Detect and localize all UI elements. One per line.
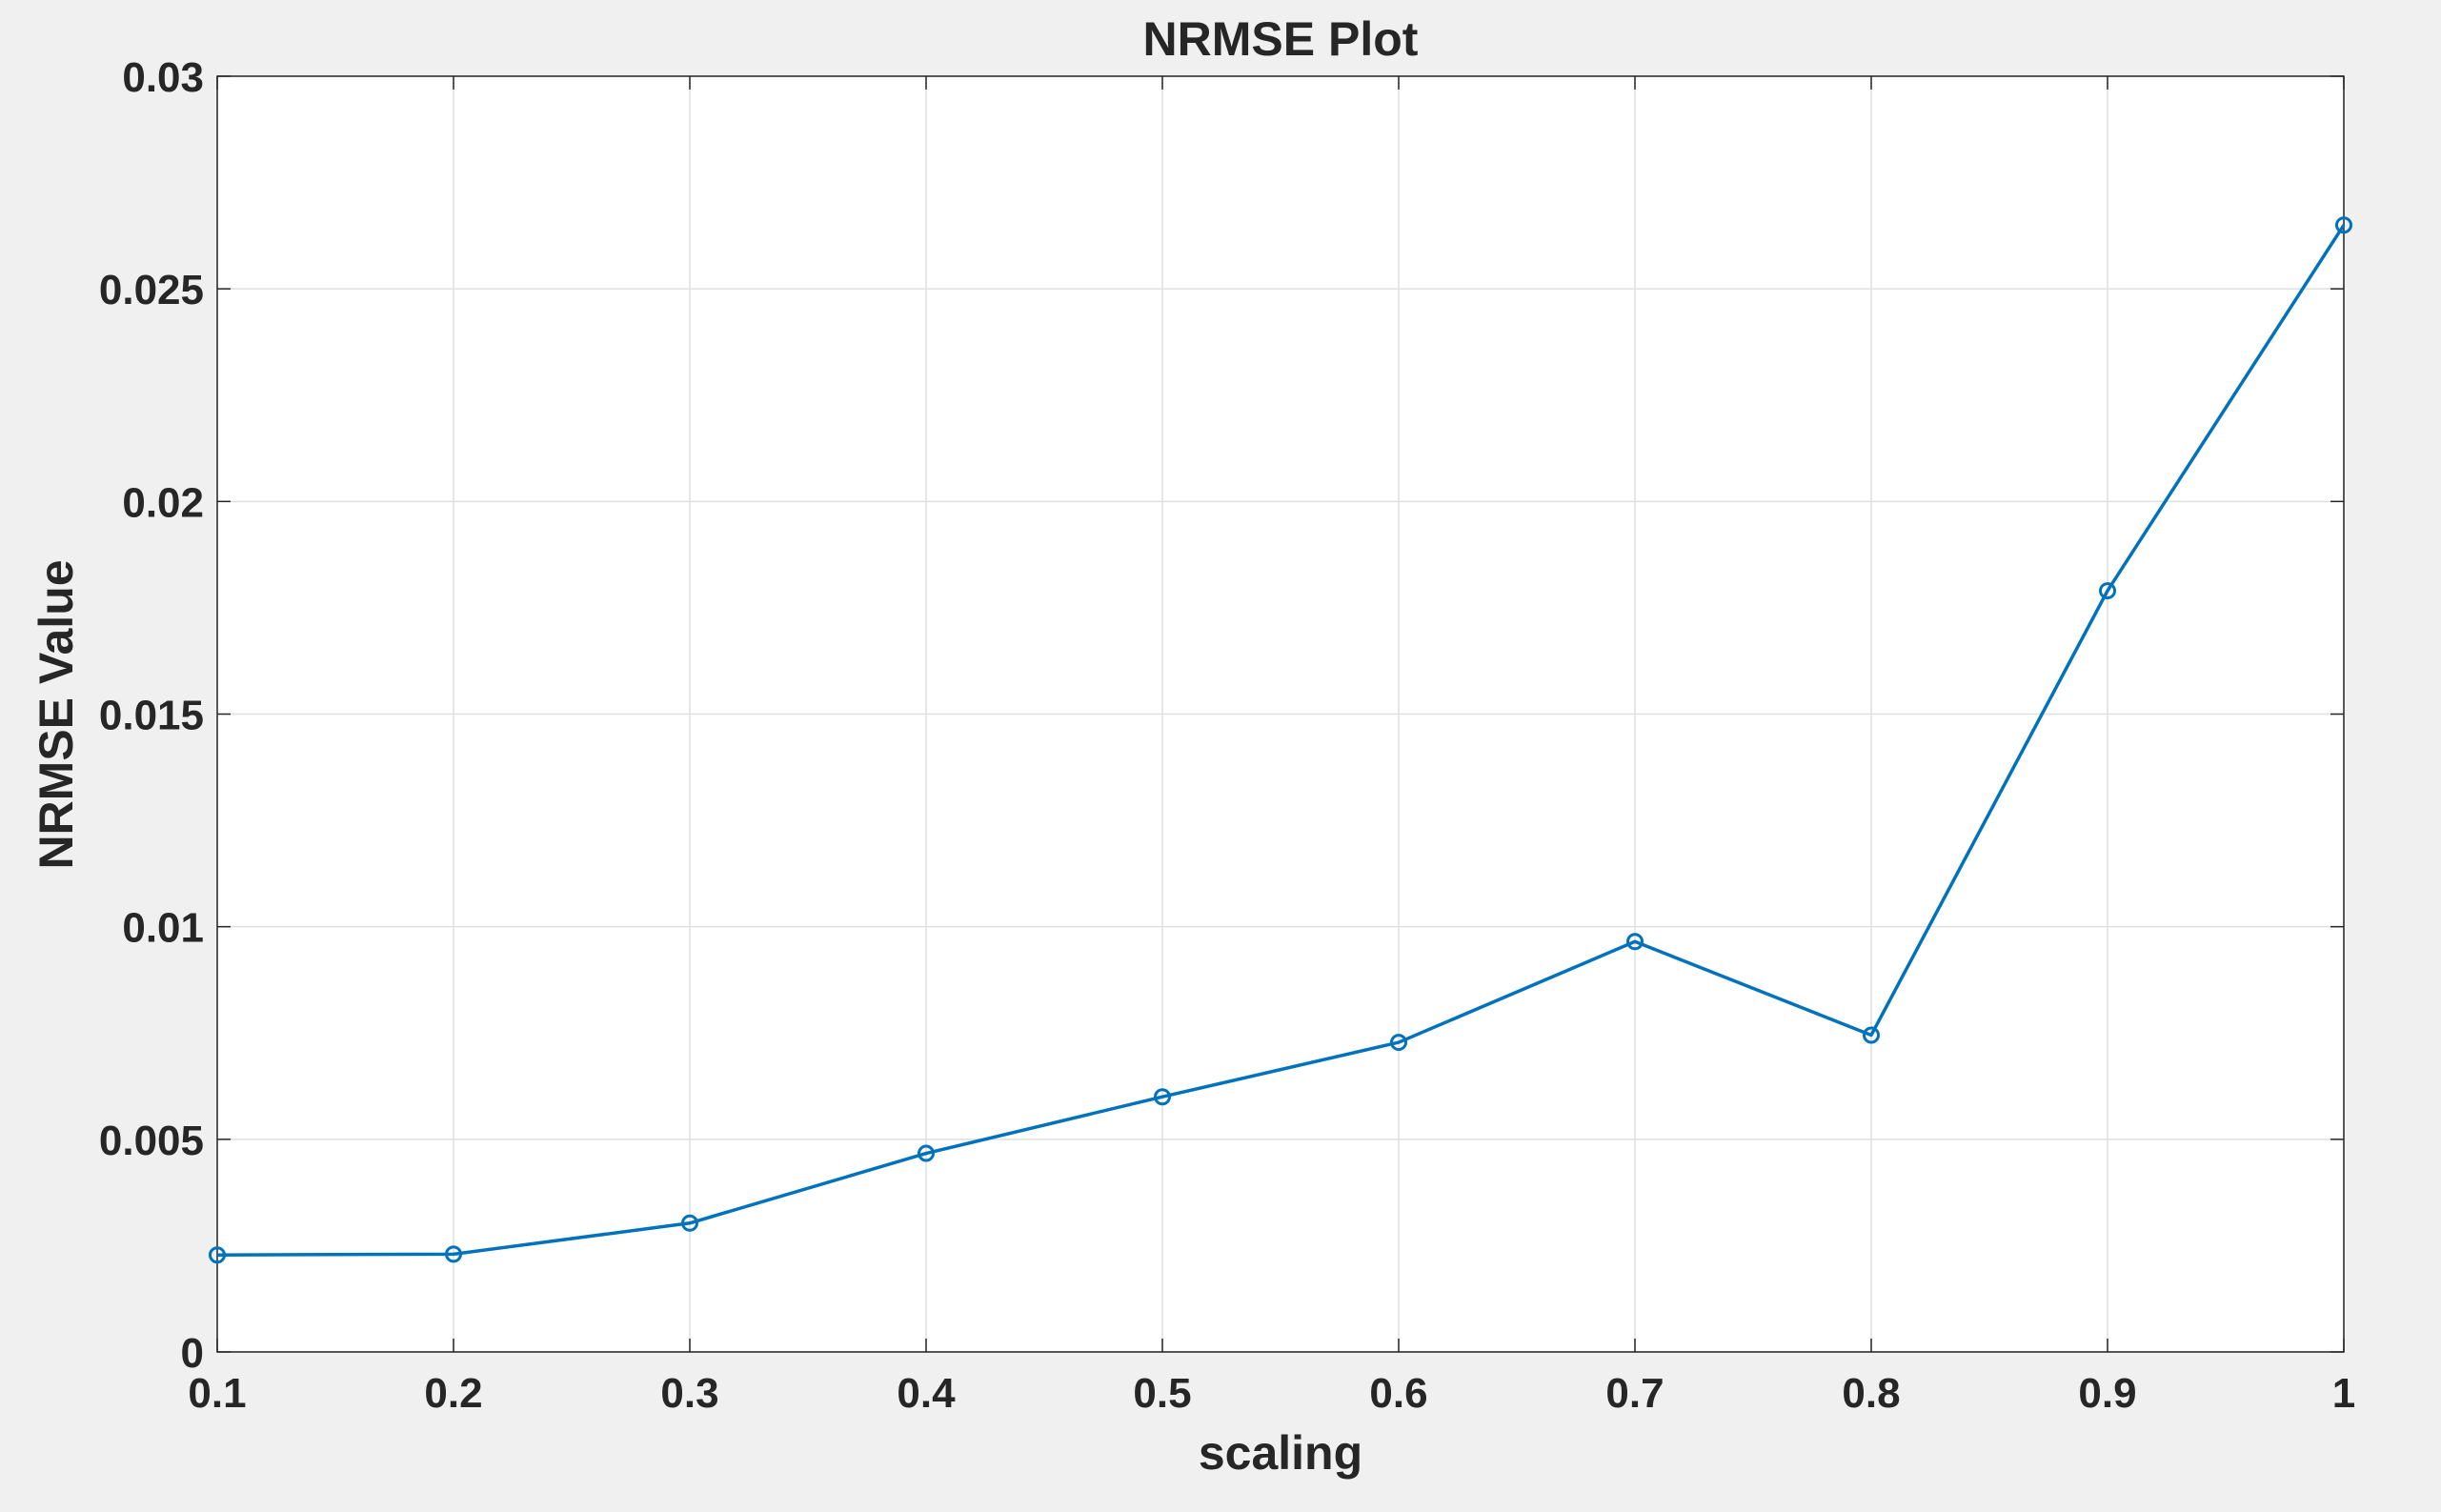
data-point-marker (209, 1246, 226, 1264)
x-tick-label: 0.4 (897, 1370, 956, 1417)
y-tick-label: 0 (181, 1330, 204, 1377)
axes-box (216, 75, 2345, 1353)
y-tick-label: 0.025 (99, 267, 204, 313)
y-tick-label: 0.015 (99, 693, 204, 739)
x-tick-label: 0.5 (1133, 1370, 1191, 1417)
y-tick-label: 0.02 (122, 479, 204, 526)
x-tick-label: 0.6 (1369, 1370, 1427, 1417)
y-tick-label: 0.03 (122, 54, 204, 101)
x-tick-label: 0.1 (188, 1370, 246, 1417)
y-axis-label: NRMSE Value (30, 559, 83, 869)
series-layer (209, 216, 2352, 1264)
data-point-marker (1626, 933, 1644, 951)
chart-title: NRMSE Plot (1143, 12, 1419, 66)
x-tick-label: 0.2 (424, 1370, 482, 1417)
x-tick-label: 0.8 (1842, 1370, 1900, 1417)
x-tick-labels: 0.1 0.2 0.3 0.4 0.5 0.6 0.7 0.8 0.9 1 (188, 1370, 2355, 1417)
x-tick-label: 1 (2332, 1370, 2355, 1417)
data-point-marker (1863, 1026, 1880, 1044)
y-tick-labels: 0 0.005 0.01 0.015 0.02 0.025 0.03 (99, 54, 204, 1377)
data-point-marker (2099, 582, 2116, 600)
data-point-marker (1154, 1088, 1171, 1106)
data-point-marker (2335, 216, 2352, 234)
data-point-marker (445, 1245, 462, 1263)
series-line (216, 224, 2346, 1257)
x-tick-label: 0.9 (2078, 1370, 2136, 1417)
x-axis-label: scaling (1199, 1426, 1362, 1480)
data-point-marker (918, 1144, 935, 1162)
y-tick-label: 0.01 (122, 905, 204, 952)
data-point-marker (681, 1214, 698, 1232)
data-point-marker (1390, 1034, 1407, 1052)
x-tick-label: 0.3 (660, 1370, 718, 1417)
y-tick-label: 0.005 (99, 1118, 204, 1164)
x-tick-label: 0.7 (1605, 1370, 1664, 1417)
